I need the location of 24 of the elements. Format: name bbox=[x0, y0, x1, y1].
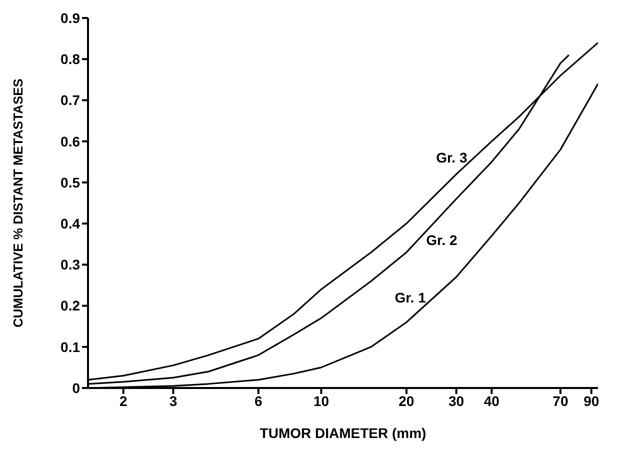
annotation: Gr. 1 bbox=[394, 290, 426, 306]
annotation: Gr. 3 bbox=[436, 150, 468, 166]
x-tick-label: 90 bbox=[584, 392, 600, 409]
y-tick-label: 0.9 bbox=[60, 10, 80, 26]
x-tick-label: 10 bbox=[313, 392, 330, 409]
y-tick-label: 0.6 bbox=[60, 133, 80, 150]
x-tick-label: 40 bbox=[484, 392, 500, 409]
x-tick-label: 20 bbox=[398, 392, 414, 409]
y-axis-title: CUMULATIVE % DISTANT METASTASES bbox=[10, 78, 26, 328]
x-axis-title: TUMOR DIAMETER (mm) bbox=[260, 425, 426, 441]
y-tick-label: 0.7 bbox=[60, 92, 80, 108]
y-tick-label: 0.8 bbox=[60, 51, 80, 68]
y-tick-label: 0.5 bbox=[60, 174, 80, 190]
y-tick-label: 0.2 bbox=[60, 298, 80, 314]
x-tick-label: 30 bbox=[448, 392, 464, 409]
y-tick-label: 0.3 bbox=[60, 256, 80, 273]
x-tick-label: 70 bbox=[552, 392, 568, 409]
y-tick-label: 0.4 bbox=[60, 216, 80, 232]
annotation: Gr. 2 bbox=[426, 232, 458, 248]
y-tick-label: 0.1 bbox=[60, 338, 80, 355]
y-tick-label: 0 bbox=[72, 380, 80, 396]
x-tick-label: 3 bbox=[169, 392, 178, 409]
x-tick-label: 6 bbox=[254, 392, 263, 409]
x-tick-label: 2 bbox=[119, 392, 128, 409]
